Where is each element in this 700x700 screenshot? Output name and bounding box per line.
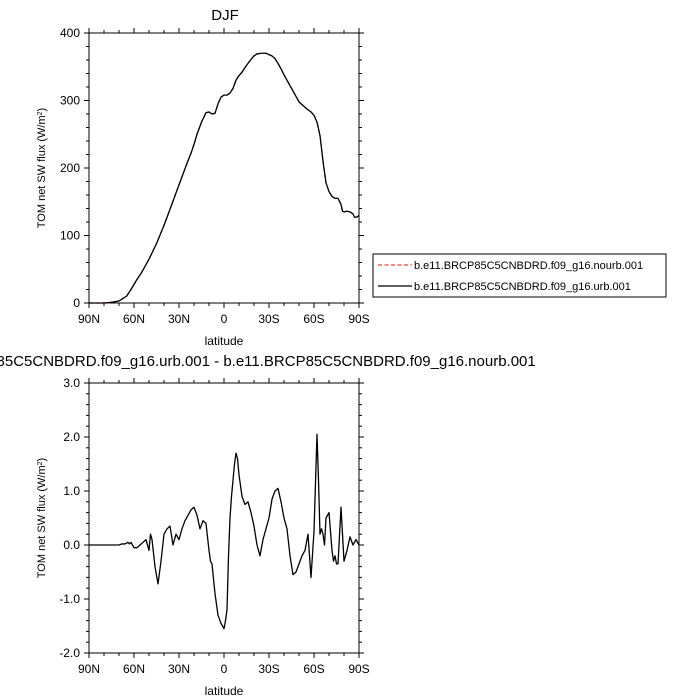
panel2-y-axis-label: TOM net SW flux (W/m2) xyxy=(36,458,48,578)
panel1-x-tick-label: 60S xyxy=(303,312,324,326)
panel1-y-tick-label: 100 xyxy=(60,229,80,243)
panel2-plot-frame xyxy=(88,382,360,654)
legend-frame xyxy=(372,253,667,298)
panel1-y-tick-label: 200 xyxy=(60,161,80,175)
panel2-series-line-0 xyxy=(89,433,360,630)
panel1-y-axis-ticks: 0 100 200 300 400 xyxy=(60,26,364,310)
panel1-x-tick-label: 90N xyxy=(78,312,100,326)
panel1-series-line-0 xyxy=(89,52,360,304)
panel1-x-tick-label: 60N xyxy=(123,312,145,326)
panel1-y-axis-label: TOM net SW flux (W/m2) xyxy=(36,108,48,228)
panel1-y-tick-label: 0 xyxy=(73,296,80,310)
panel2-y-tick-label: 1.0 xyxy=(63,484,80,498)
panel2-x-axis-label: latitude xyxy=(205,684,244,698)
legend-label-urb: b.e11.BRCP85C5CNBDRD.f09_g16.urb.001 xyxy=(414,281,631,293)
panel2-x-tick-label: 60N xyxy=(123,662,145,676)
panel2-y-tick-label: 2.0 xyxy=(63,430,80,444)
panel2-x-tick-label: 30N xyxy=(168,662,190,676)
panel2-series-lines xyxy=(89,433,360,630)
panel2-y-tick-label: -2.0 xyxy=(59,646,80,660)
panel1-y-tick-label: 400 xyxy=(60,26,80,40)
panel1-x-tick-label: 30N xyxy=(168,312,190,326)
panel1-x-tick-label: 30S xyxy=(258,312,279,326)
panel2-x-axis-ticks: 90N 60N 30N 0 30S 60S 90S xyxy=(78,378,370,676)
panel1-title: DJF xyxy=(211,7,239,24)
panel1-x-axis-ticks: 90N 60N 30N 0 30S 60S 90S xyxy=(78,28,370,326)
panel2-y-axis-ticks: -2.0 -1.0 0.0 1.0 2.0 3.0 xyxy=(59,376,364,660)
panel2-x-tick-label: 60S xyxy=(303,662,324,676)
panel1-plot-frame xyxy=(88,32,360,304)
panel2-y-tick-label: 3.0 xyxy=(63,376,80,390)
legend-label-nourb: b.e11.BRCP85C5CNBDRD.f09_g16.nourb.001 xyxy=(414,260,643,272)
panel1-y-tick-label: 300 xyxy=(60,94,80,108)
panel2-x-tick-label: 30S xyxy=(258,662,279,676)
panel2-title: b.e11.BRCP85C5CNBDRD.f09_g16.urb.001 - b… xyxy=(0,353,536,370)
panel2-y-tick-label: -1.0 xyxy=(59,592,80,606)
panel1-series-line-1 xyxy=(89,52,360,304)
panel1-x-tick-label: 0 xyxy=(221,312,228,326)
panel2-x-tick-label: 90S xyxy=(348,662,369,676)
panel1-legend: b.e11.BRCP85C5CNBDRD.f09_g16.nourb.001 b… xyxy=(372,253,667,298)
panel2-x-tick-label: 90N xyxy=(78,662,100,676)
panel1-x-tick-label: 90S xyxy=(348,312,369,326)
panel2-y-tick-label: 0.0 xyxy=(63,538,80,552)
panel1-x-axis-label: latitude xyxy=(205,334,244,348)
panel2-x-tick-label: 0 xyxy=(221,662,228,676)
panel1-series-lines xyxy=(89,52,360,304)
